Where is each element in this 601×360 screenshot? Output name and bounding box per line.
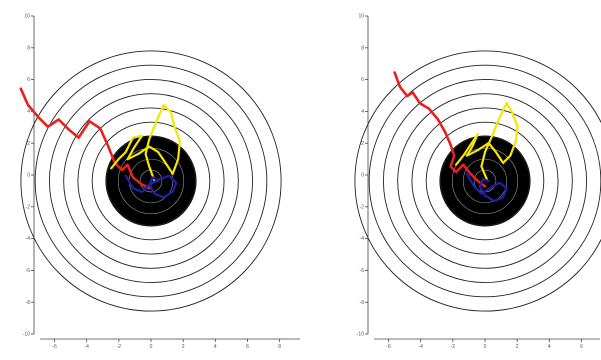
x-tick-label: 2 <box>516 344 519 350</box>
target-ring <box>439 135 531 227</box>
series-line-2 <box>455 102 519 181</box>
target-ring <box>451 147 519 215</box>
target-ring <box>20 50 282 312</box>
x-tick-label: 6 <box>580 344 583 350</box>
x-tick-label: -2 <box>117 344 122 350</box>
y-tick-label: -8 <box>360 300 365 306</box>
x-tick-label: 4 <box>214 344 217 350</box>
x-tick-label: -4 <box>418 344 423 350</box>
y-tick-label: 0 <box>361 173 364 179</box>
y-tick-label: -6 <box>26 268 31 274</box>
target-ring <box>382 78 588 284</box>
y-tick-label: -4 <box>26 236 31 242</box>
series-line-2 <box>110 103 181 183</box>
y-tick-label: 10 <box>24 14 30 20</box>
x-tick-label: 0 <box>484 344 487 350</box>
target-ring <box>425 121 545 241</box>
series-line-1 <box>393 71 487 188</box>
series-line-3 <box>124 174 178 199</box>
target-ring <box>354 50 601 312</box>
y-tick-label: 4 <box>27 109 30 115</box>
target-ring <box>91 121 211 241</box>
target-ring <box>48 78 254 284</box>
x-tick-label: -6 <box>386 344 391 350</box>
y-tick-label: 6 <box>361 77 364 83</box>
target-ring <box>411 107 559 255</box>
y-tick-label: 4 <box>361 109 364 115</box>
x-tick-label: -2 <box>451 344 456 350</box>
series-line-3 <box>465 172 508 202</box>
y-tick-label: 10 <box>358 14 364 20</box>
x-tick-label: -6 <box>52 344 57 350</box>
y-tick-label: -2 <box>360 204 365 210</box>
target-ring <box>34 64 268 298</box>
y-tick-label: 8 <box>361 45 364 51</box>
series-line-1 <box>19 87 151 190</box>
y-tick-label: -6 <box>360 268 365 274</box>
target-ring <box>77 107 225 255</box>
chart-panel-2: -10 -8 -6 -4 -2 0 2 4 6 8 10 -6 -4 -2 0 2 4 6 <box>354 14 601 350</box>
y-tick-label: -10 <box>23 332 30 338</box>
y-tick-label: 2 <box>361 141 364 147</box>
y-tick-label: 6 <box>27 77 30 83</box>
x-tick-label: 0 <box>150 344 153 350</box>
y-tick-label: -8 <box>26 300 31 306</box>
x-tick-label: 2 <box>182 344 185 350</box>
target-ring <box>63 93 239 269</box>
y-tick-label: -10 <box>357 332 364 338</box>
y-tick-label: 0 <box>27 173 30 179</box>
y-tick-label: 8 <box>27 45 30 51</box>
chart-panel-1: -10 -8 -6 -4 -2 0 2 4 6 8 10 -6 -4 -2 0 2 4 6 8 <box>19 14 300 350</box>
target-ring <box>462 158 508 204</box>
target-ring <box>397 93 573 269</box>
x-tick-label: -4 <box>84 344 89 350</box>
y-tick-label: 2 <box>27 141 30 147</box>
x-tick-label: 8 <box>278 344 281 350</box>
y-tick-label: -4 <box>360 236 365 242</box>
y-tick-label: -2 <box>26 204 31 210</box>
x-tick-label: 4 <box>548 344 551 350</box>
x-tick-label: 6 <box>246 344 249 350</box>
